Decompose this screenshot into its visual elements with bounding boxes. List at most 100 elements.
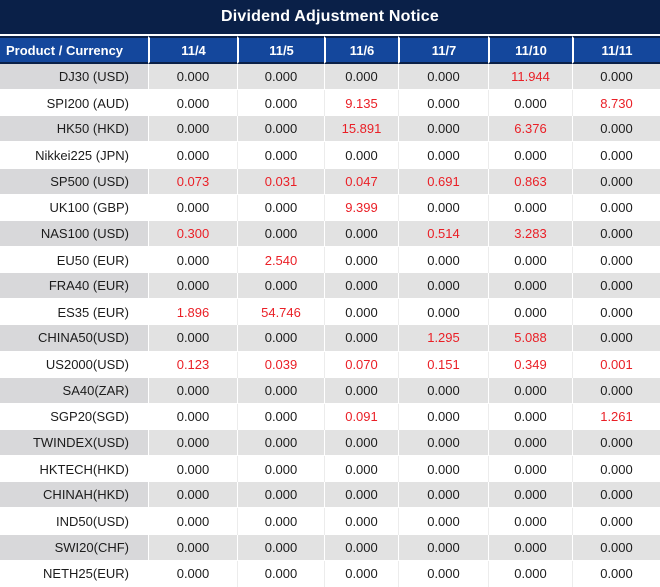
table-row: FRA40 (EUR) 0.000 0.000 0.000 0.000 0.000 0.00… [0, 273, 660, 300]
value-cell: 0.000 [398, 142, 488, 169]
product-cell: DJ30 (USD) [0, 64, 148, 91]
date-column-header: 11/5 [237, 36, 324, 64]
value-cell: 0.000 [398, 194, 488, 221]
value-cell: 0.000 [237, 194, 324, 221]
value-cell: 0.000 [488, 142, 572, 169]
value-cell: 0.000 [398, 90, 488, 117]
value-cell: 0.000 [148, 456, 237, 483]
value-cell: 0.000 [324, 246, 398, 274]
value-cell: 0.000 [398, 508, 488, 535]
table-row: NETH25(EUR) 0.000 0.000 0.000 0.000 0.000 0.00… [0, 560, 660, 587]
value-cell: 0.000 [398, 534, 488, 561]
value-cell: 0.000 [148, 142, 237, 169]
value-cell: 0.000 [572, 220, 660, 247]
value-cell: 3.283 [488, 220, 572, 247]
table-row: ES35 (EUR) 1.896 54.746 0.000 0.000 0.000 0.00… [0, 299, 660, 326]
value-cell: 0.691 [398, 168, 488, 195]
value-cell: 0.000 [572, 142, 660, 169]
value-cell: 0.039 [237, 351, 324, 378]
table-row: TWINDEX(USD) 0.000 0.000 0.000 0.000 0.000 0.0… [0, 429, 660, 457]
value-cell: 0.000 [324, 64, 398, 91]
value-cell: 0.000 [148, 246, 237, 274]
product-cell: SPI200 (AUD) [0, 90, 148, 117]
value-cell: 0.349 [488, 351, 572, 378]
product-cell: EU50 (EUR) [0, 246, 148, 274]
value-cell: 0.000 [237, 508, 324, 535]
value-cell: 0.000 [488, 403, 572, 430]
value-cell: 0.000 [572, 273, 660, 300]
date-column-header: 11/10 [488, 36, 572, 64]
value-cell: 0.000 [572, 508, 660, 535]
product-cell: SP500 (USD) [0, 168, 148, 195]
value-cell: 0.000 [237, 90, 324, 117]
product-cell: HKTECH(HKD) [0, 456, 148, 483]
value-cell: 0.000 [324, 560, 398, 587]
product-cell: HK50 (HKD) [0, 116, 148, 143]
table-row: HKTECH(HKD) 0.000 0.000 0.000 0.000 0.000 0.00… [0, 456, 660, 483]
table-row: US2000(USD) 0.123 0.039 0.070 0.151 0.349 0.00… [0, 351, 660, 378]
table-row: SP500 (USD) 0.073 0.031 0.047 0.691 0.863 0.00… [0, 168, 660, 195]
value-cell: 0.000 [488, 90, 572, 117]
value-cell: 0.000 [324, 299, 398, 326]
value-cell: 0.000 [237, 64, 324, 91]
value-cell: 0.031 [237, 168, 324, 195]
table-row: SGP20(SGD) 0.000 0.000 0.091 0.000 0.000 1.261 [0, 403, 660, 430]
value-cell: 0.000 [237, 403, 324, 430]
date-column-header: 11/4 [148, 36, 237, 64]
value-cell: 0.000 [324, 325, 398, 352]
product-cell: NAS100 (USD) [0, 220, 148, 247]
value-cell: 0.151 [398, 351, 488, 378]
value-cell: 0.000 [488, 299, 572, 326]
table-body: DJ30 (USD) 0.000 0.000 0.000 0.000 11.944 0.00… [0, 64, 660, 587]
value-cell: 1.261 [572, 403, 660, 430]
value-cell: 0.000 [398, 403, 488, 430]
value-cell: 0.000 [148, 116, 237, 143]
table-title: Dividend Adjustment Notice [0, 0, 660, 36]
value-cell: 5.088 [488, 325, 572, 352]
value-cell: 0.000 [237, 534, 324, 561]
value-cell: 0.000 [572, 325, 660, 352]
value-cell: 0.000 [324, 482, 398, 509]
product-cell: SWI20(CHF) [0, 534, 148, 561]
value-cell: 0.000 [148, 508, 237, 535]
value-cell: 0.000 [572, 560, 660, 587]
value-cell: 0.000 [572, 534, 660, 561]
value-cell: 0.000 [148, 403, 237, 430]
product-cell: ES35 (EUR) [0, 299, 148, 326]
table-row: CHINAH(HKD) 0.000 0.000 0.000 0.000 0.000 0.00… [0, 482, 660, 509]
value-cell: 0.000 [488, 194, 572, 221]
table-row: HK50 (HKD) 0.000 0.000 15.891 0.000 6.376 0.00… [0, 116, 660, 143]
value-cell: 0.000 [148, 90, 237, 117]
value-cell: 0.000 [237, 325, 324, 352]
product-cell: SGP20(SGD) [0, 403, 148, 430]
value-cell: 8.730 [572, 90, 660, 117]
product-cell: Nikkei225 (JPN) [0, 142, 148, 169]
value-cell: 1.295 [398, 325, 488, 352]
value-cell: 0.000 [398, 116, 488, 143]
date-column-header: 11/6 [324, 36, 398, 64]
value-cell: 0.000 [237, 482, 324, 509]
value-cell: 0.000 [148, 325, 237, 352]
value-cell: 0.000 [488, 246, 572, 274]
value-cell: 0.123 [148, 351, 237, 378]
value-cell: 2.540 [237, 246, 324, 274]
table-row: EU50 (EUR) 0.000 2.540 0.000 0.000 0.000 0.000 [0, 246, 660, 274]
value-cell: 0.000 [398, 560, 488, 587]
value-cell: 0.000 [398, 273, 488, 300]
value-cell: 0.000 [398, 299, 488, 326]
value-cell: 0.000 [148, 273, 237, 300]
value-cell: 0.000 [488, 273, 572, 300]
header-row: Product / Currency 11/4 11/5 11/6 11/7 11/10 1… [0, 36, 660, 64]
value-cell: 0.000 [148, 534, 237, 561]
table-row: UK100 (GBP) 0.000 0.000 9.399 0.000 0.000 0.00… [0, 194, 660, 221]
value-cell: 0.000 [572, 246, 660, 274]
value-cell: 0.000 [237, 429, 324, 457]
value-cell: 0.000 [488, 482, 572, 509]
product-cell: CHINA50(USD) [0, 325, 148, 352]
value-cell: 0.000 [148, 194, 237, 221]
value-cell: 0.000 [237, 142, 324, 169]
value-cell: 6.376 [488, 116, 572, 143]
value-cell: 0.000 [572, 299, 660, 326]
product-cell: IND50(USD) [0, 508, 148, 535]
